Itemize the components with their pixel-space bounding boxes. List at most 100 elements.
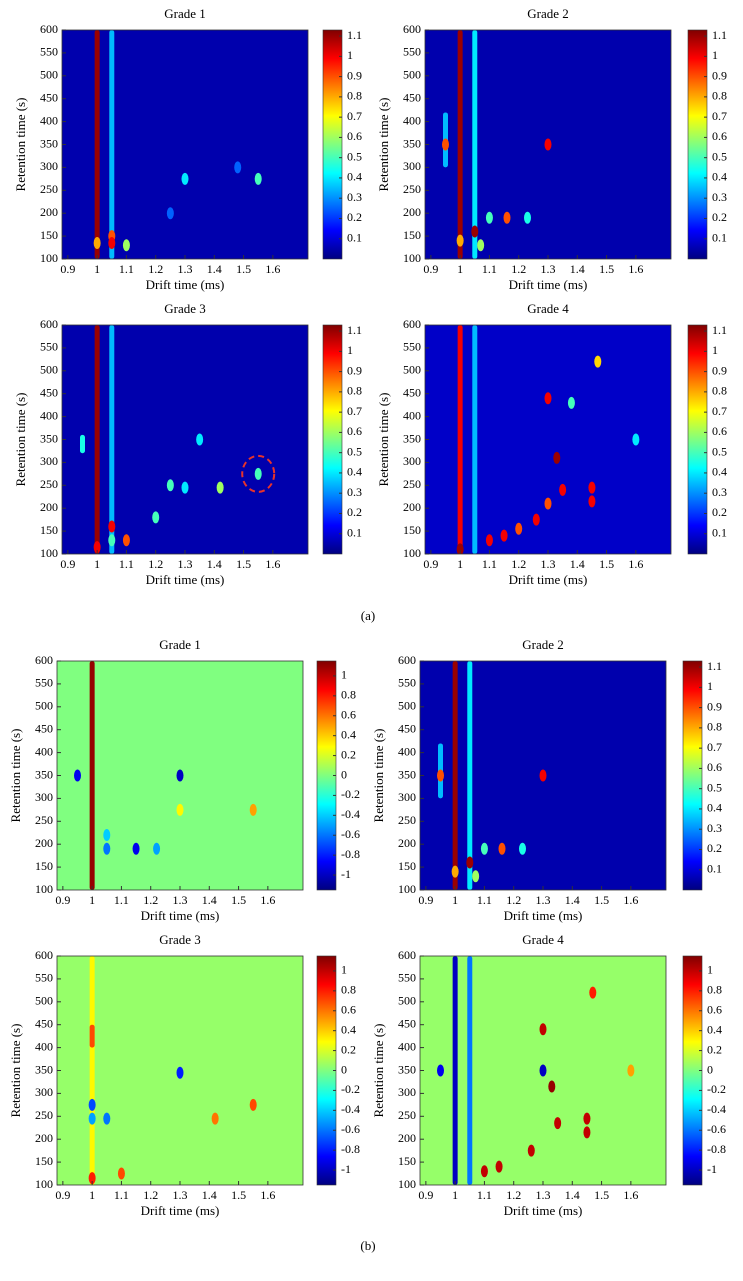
colorbar-tick-label: -0.6 [707,1122,726,1136]
spot [515,522,523,535]
y-tick-label: 150 [403,228,421,242]
y-tick-label: 500 [398,994,416,1008]
y-tick-label: 600 [40,317,58,331]
colorbar-tick-label: 0.1 [707,861,722,875]
spot [485,211,493,224]
chart-title: Grade 4 [527,301,569,316]
y-tick-label: 250 [35,813,53,827]
y-tick-label: 450 [398,1016,416,1030]
spot [472,870,480,883]
y-tick-label: 300 [403,159,421,173]
spot [567,396,575,409]
y-tick-label: 400 [40,113,58,127]
x-tick-label: 1.1 [482,557,497,571]
spot [103,829,111,842]
y-tick-label: 500 [35,699,53,713]
colorbar-tick-label: 1.1 [347,28,362,42]
streak [89,1024,95,1048]
spot [480,842,488,855]
colorbar-tick-label: -0.6 [341,827,360,841]
x-tick-label: 1.1 [114,1188,129,1202]
plot-area [62,30,308,259]
spot [103,842,111,855]
streak [80,434,85,454]
spot [477,239,485,252]
y-tick-label: 150 [398,1154,416,1168]
colorbar-tick-label: 0.5 [712,149,727,163]
y-tick-label: 450 [40,90,58,104]
spot [583,1112,591,1125]
spot [166,479,174,492]
x-axis-label: Drift time (ms) [504,908,583,923]
colorbar-tick-label: 0.6 [707,760,722,774]
x-tick-label: 1.6 [260,893,275,907]
plot-area [425,30,671,259]
x-axis-label: Drift time (ms) [509,277,588,292]
y-tick-label: 150 [398,859,416,873]
colorbar-tick-label: 0 [341,1062,347,1076]
heatmap-background [425,325,671,554]
x-tick-label: 1.3 [536,1188,551,1202]
x-tick-label: 0.9 [55,893,70,907]
x-tick-label: 1.6 [265,262,280,276]
spot [153,842,161,855]
y-tick-label: 400 [35,744,53,758]
colorbar-tick-label: 0.2 [707,1042,722,1056]
streak [94,30,100,259]
y-tick-label: 100 [40,251,58,265]
spot [88,1112,96,1125]
y-tick-label: 250 [403,182,421,196]
y-tick-label: 200 [403,205,421,219]
spot [500,529,508,542]
y-axis-label: Retention time (s) [13,393,28,487]
spot [559,483,567,496]
x-tick-label: 1 [89,1188,95,1202]
y-tick-label: 550 [35,676,53,690]
x-axis-label: Drift time (ms) [141,1203,220,1218]
y-tick-label: 300 [398,790,416,804]
y-tick-label: 550 [35,971,53,985]
plot-area [62,325,308,554]
streak [452,956,458,1185]
colorbar-tick-label: -1 [707,1162,717,1176]
spot [176,803,184,816]
y-tick-label: 150 [35,1154,53,1168]
colorbar-tick-label: 1.1 [712,28,727,42]
spot [176,1066,184,1079]
colorbar-tick-label: 1.1 [707,659,722,673]
spot [108,236,116,249]
x-tick-label: 1.4 [207,262,222,276]
x-tick-label: 1.5 [594,1188,609,1202]
y-tick-label: 450 [398,721,416,735]
spot [532,513,540,526]
y-axis-label: Retention time (s) [8,729,23,823]
colorbar-tick-label: 0.4 [347,170,362,184]
spot [93,541,101,554]
colorbar-tick-label: 0.2 [341,1042,356,1056]
spot [108,534,116,547]
y-tick-label: 350 [35,767,53,781]
colorbar-tick-label: 0.9 [712,68,727,82]
y-tick-label: 250 [40,477,58,491]
y-tick-label: 550 [40,45,58,59]
colorbar-tick-label: 0.2 [707,841,722,855]
colorbar-tick-label: -0.4 [341,807,360,821]
colorbar-tick-label: 0.4 [712,465,727,479]
colorbar-tick-label: 1.1 [712,323,727,337]
spot [132,842,140,855]
y-tick-label: 450 [403,90,421,104]
colorbar-tick-label: -0.2 [341,1082,360,1096]
colorbar-tick-label: 0.6 [707,1003,722,1017]
y-tick-label: 250 [398,1108,416,1122]
y-tick-label: 400 [398,1039,416,1053]
spot [103,1112,111,1125]
x-tick-label: 1.4 [570,557,585,571]
plot-area [57,661,303,890]
x-tick-label: 1.1 [477,1188,492,1202]
colorbar-tick-label: 1.1 [347,323,362,337]
colorbar [687,29,708,260]
colorbar-tick-label: 0.1 [712,525,727,539]
streak [457,30,463,259]
plot-area [57,956,303,1185]
y-tick-label: 100 [403,546,421,560]
